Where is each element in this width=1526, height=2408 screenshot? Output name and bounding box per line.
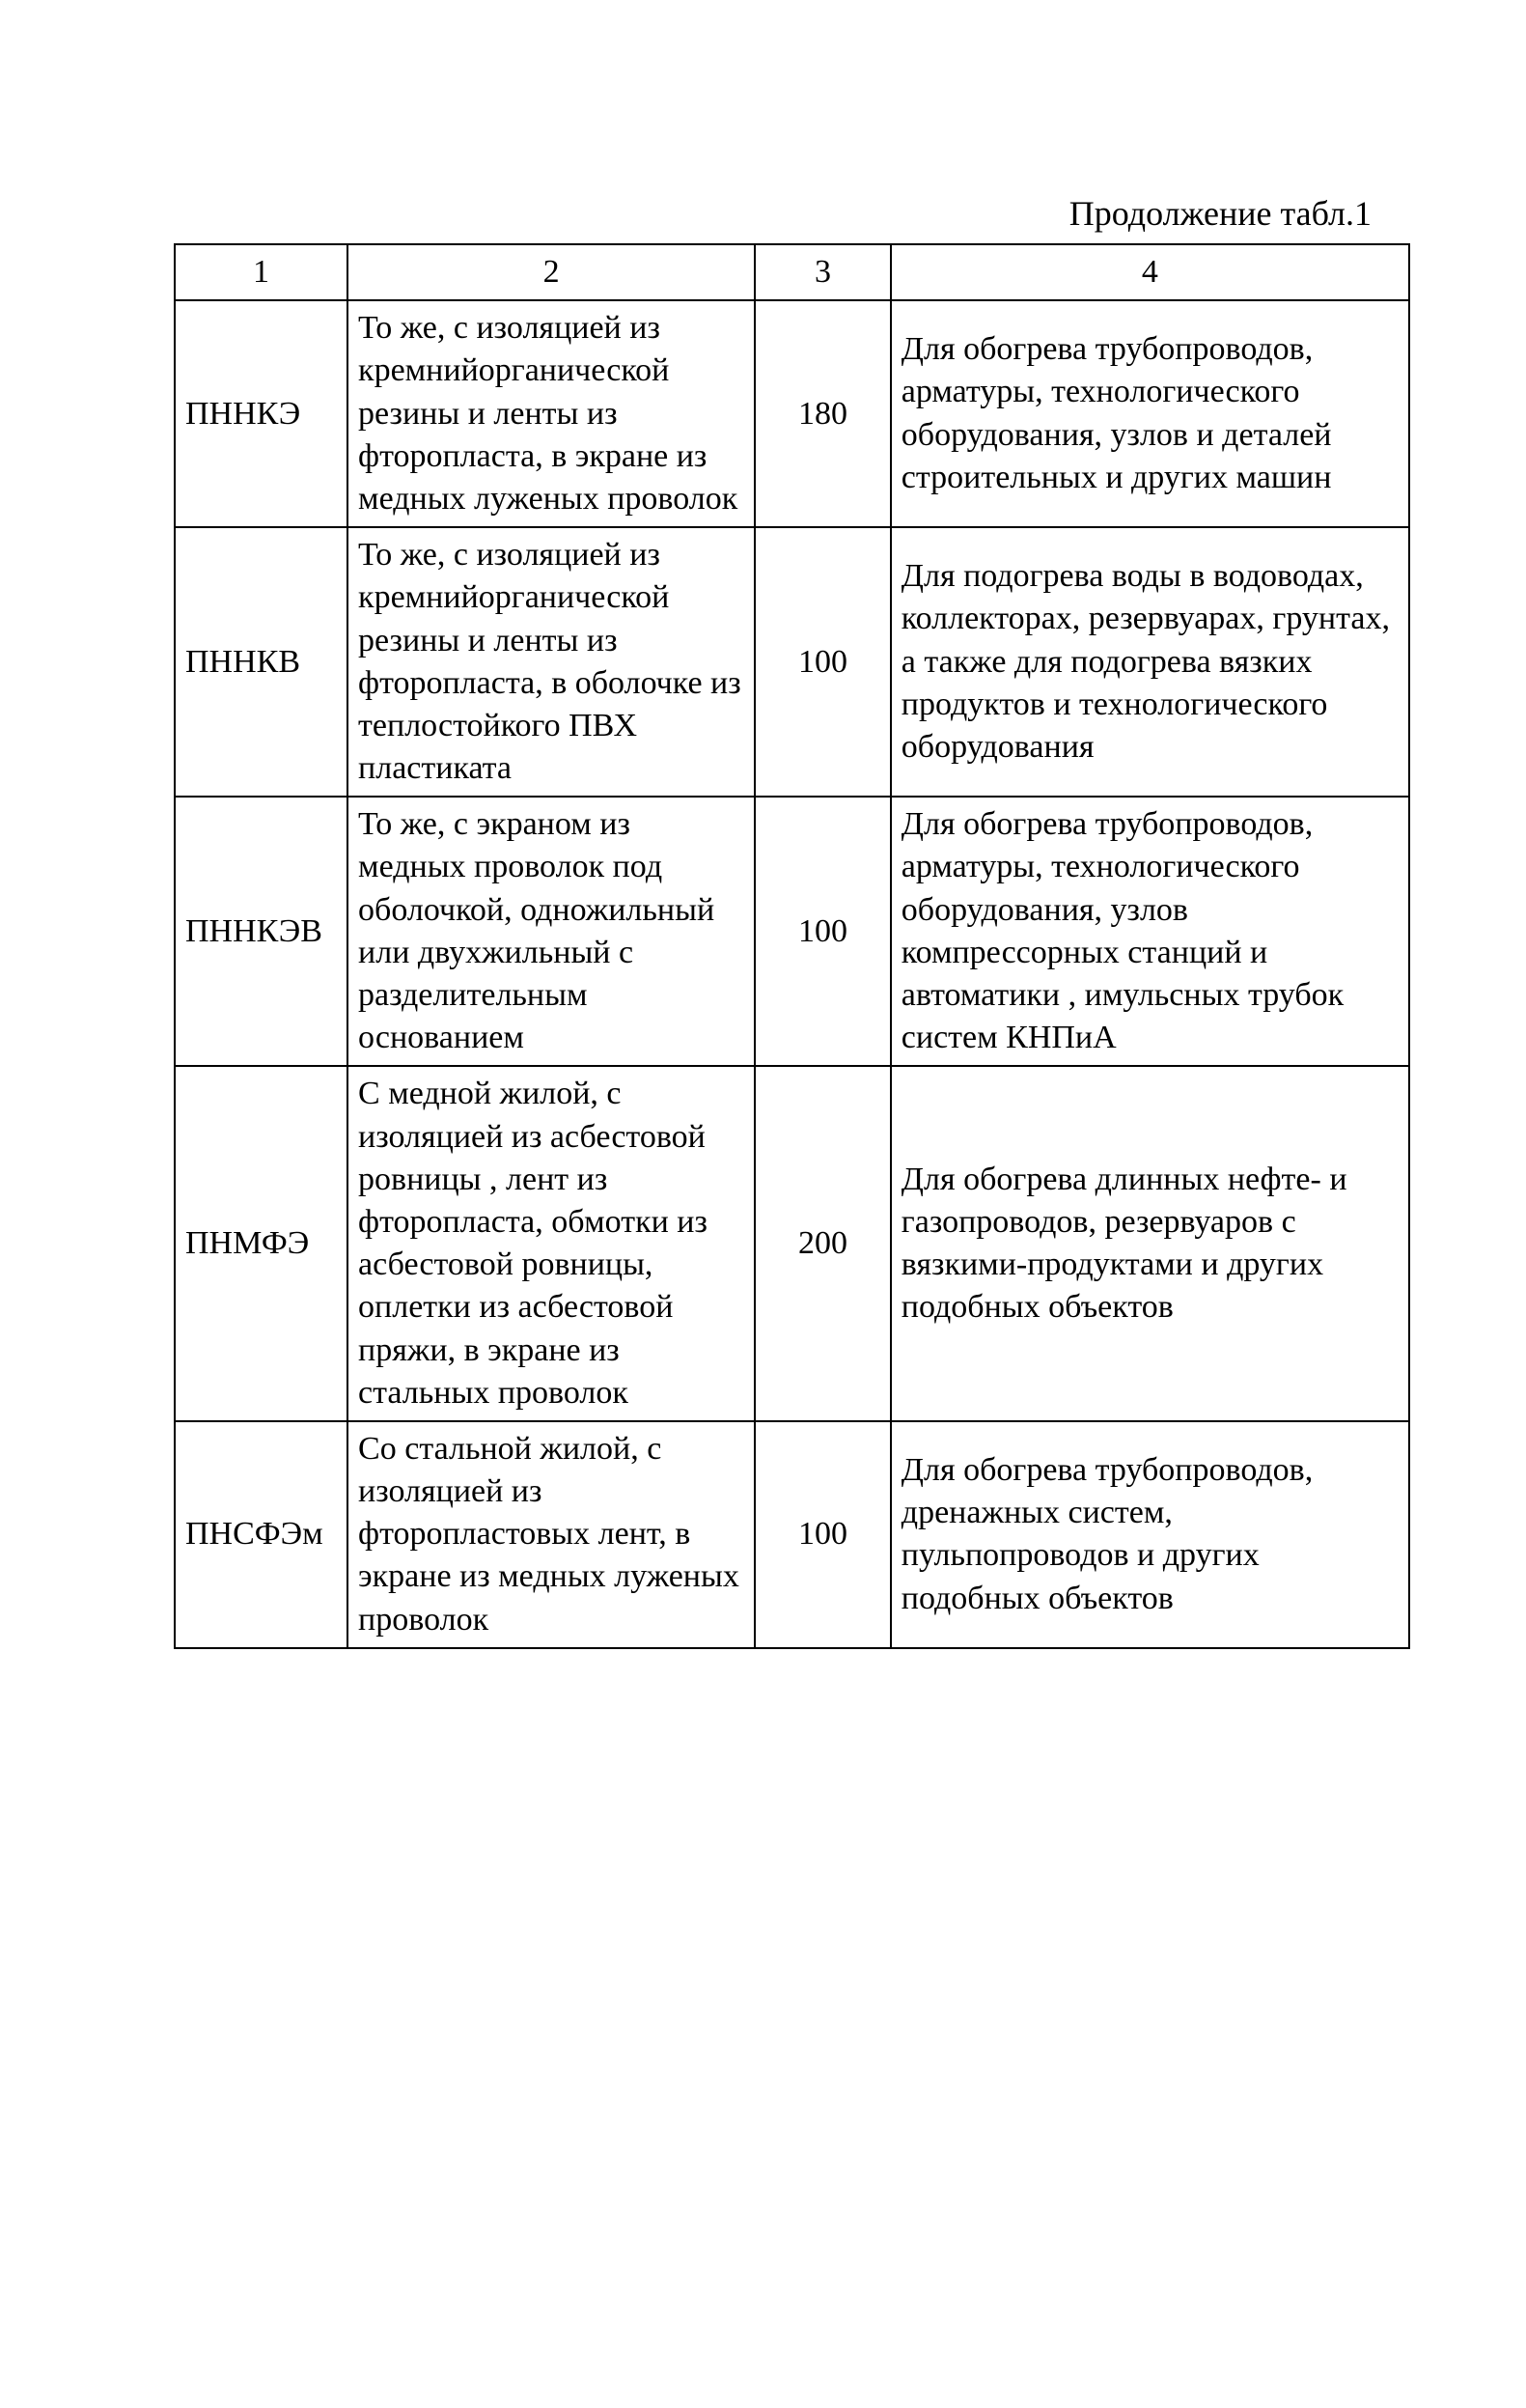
continuation-table: 1 2 3 4 ПННКЭ То же, с изоляцией из крем… [174, 243, 1410, 1649]
cell-value: 100 [755, 1421, 891, 1648]
cell-usage: Для обогрева трубопроводов, дренажных си… [891, 1421, 1409, 1648]
cell-value: 100 [755, 527, 891, 797]
page: Продолжение табл.1 1 2 3 4 ПННКЭ То же, … [0, 0, 1526, 1842]
cell-desc: С медной жилой, с изоляцией из асбестово… [347, 1066, 755, 1421]
table-row: ПННКЭВ То же, с экраном из медных провол… [175, 797, 1409, 1066]
table-row: ПНСФЭм Со стальной жилой, с изоляцией из… [175, 1421, 1409, 1648]
cell-desc: То же, с экраном из медных проволок под … [347, 797, 755, 1066]
cell-usage: Для подогрева воды в водоводах, коллекто… [891, 527, 1409, 797]
col-header-3: 3 [755, 244, 891, 300]
table-row: ПННКВ То же, с изоляцией из кремнийорган… [175, 527, 1409, 797]
cell-usage: Для обогрева трубопроводов, арматуры, те… [891, 797, 1409, 1066]
cell-value: 180 [755, 300, 891, 527]
cell-code: ПНМФЭ [175, 1066, 347, 1421]
col-header-1: 1 [175, 244, 347, 300]
cell-code: ПНСФЭм [175, 1421, 347, 1648]
cell-code: ПННКЭ [175, 300, 347, 527]
table-row: ПНМФЭ С медной жилой, с изоляцией из асб… [175, 1066, 1409, 1421]
cell-usage: Для обогрева длинных нефте- и газопровод… [891, 1066, 1409, 1421]
cell-value: 100 [755, 797, 891, 1066]
col-header-4: 4 [891, 244, 1409, 300]
table-header-row: 1 2 3 4 [175, 244, 1409, 300]
cell-value: 200 [755, 1066, 891, 1421]
cell-code: ПННКЭВ [175, 797, 347, 1066]
cell-code: ПННКВ [175, 527, 347, 797]
table-row: ПННКЭ То же, с изоляцией из кремнийорган… [175, 300, 1409, 527]
cell-desc: То же, с изоляцией из кремнийорганическо… [347, 527, 755, 797]
cell-usage: Для обогрева трубопроводов, арматуры, те… [891, 300, 1409, 527]
cell-desc: Со стальной жилой, с изоляцией из фтороп… [347, 1421, 755, 1648]
cell-desc: То же, с изоляцией из кремнийорганическо… [347, 300, 755, 527]
col-header-2: 2 [347, 244, 755, 300]
table-caption: Продолжение табл.1 [174, 193, 1410, 234]
